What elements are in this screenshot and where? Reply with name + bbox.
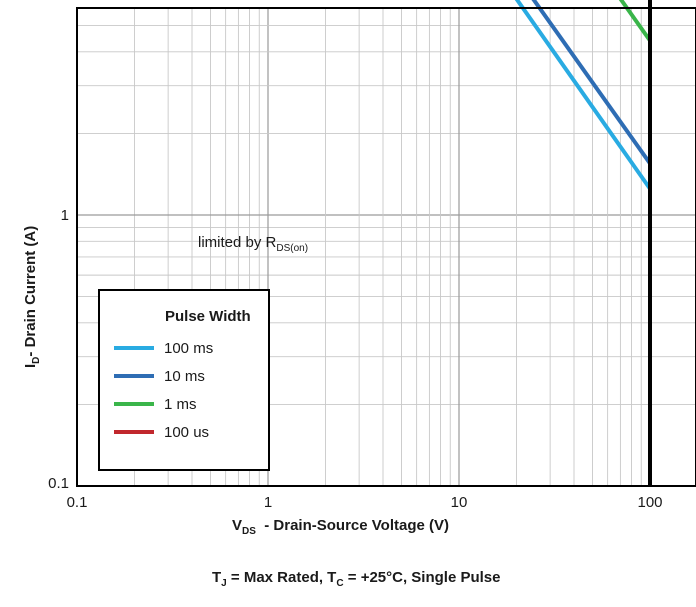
legend-items: 100 ms 10 ms 1 ms 100 us <box>114 340 213 441</box>
legend-box <box>98 289 270 471</box>
x-tick-label: 10 <box>451 494 468 511</box>
legend-label: 10 ms <box>164 368 205 385</box>
annotation-label: limited by RDS(on) <box>198 234 308 254</box>
caption-t1: T <box>212 569 221 586</box>
annotation-main: limited by R <box>198 234 277 251</box>
series-lines <box>514 0 652 190</box>
y-axis-main: I <box>22 364 39 368</box>
x-axis-main: V <box>232 517 242 534</box>
x-tick-label: 1 <box>264 494 272 511</box>
series-line-1 <box>531 0 652 165</box>
caption-t2: = Max Rated, T <box>227 569 337 586</box>
caption-t1-sub: J <box>221 578 227 589</box>
legend: Pulse Width 100 ms 10 ms 1 ms 100 us <box>98 289 270 471</box>
y-axis-title: ID- Drain Current (A) <box>22 226 42 368</box>
limit-lines <box>648 0 652 486</box>
chart-caption: TJ = Max Rated, TC = +25°C, Single Pulse <box>212 569 501 589</box>
x-axis-sub: DS <box>242 526 256 537</box>
x-tick-label: 0.1 <box>67 494 88 511</box>
x-axis-title: VDS - Drain-Source Voltage (V) <box>232 517 449 537</box>
caption-t3: = +25°C, Single Pulse <box>344 569 501 586</box>
y-tick-label: 0.1 <box>48 475 69 492</box>
legend-label: 100 us <box>164 424 209 441</box>
y-axis-rest: - Drain Current (A) <box>22 226 39 357</box>
legend-label: 1 ms <box>164 396 197 413</box>
y-axis-sub: D <box>31 357 42 364</box>
legend-label: 100 ms <box>164 340 213 357</box>
legend-title: Pulse Width <box>165 308 251 325</box>
y-tick-label: 1 <box>61 207 69 224</box>
plot-frame <box>76 7 696 487</box>
caption-t2-sub: C <box>336 578 343 589</box>
x-axis-rest: - Drain-Source Voltage (V) <box>256 517 449 534</box>
annotation-sub: DS(on) <box>276 243 308 254</box>
series-line-0 <box>514 0 652 190</box>
x-tick-label: 100 <box>637 494 662 511</box>
